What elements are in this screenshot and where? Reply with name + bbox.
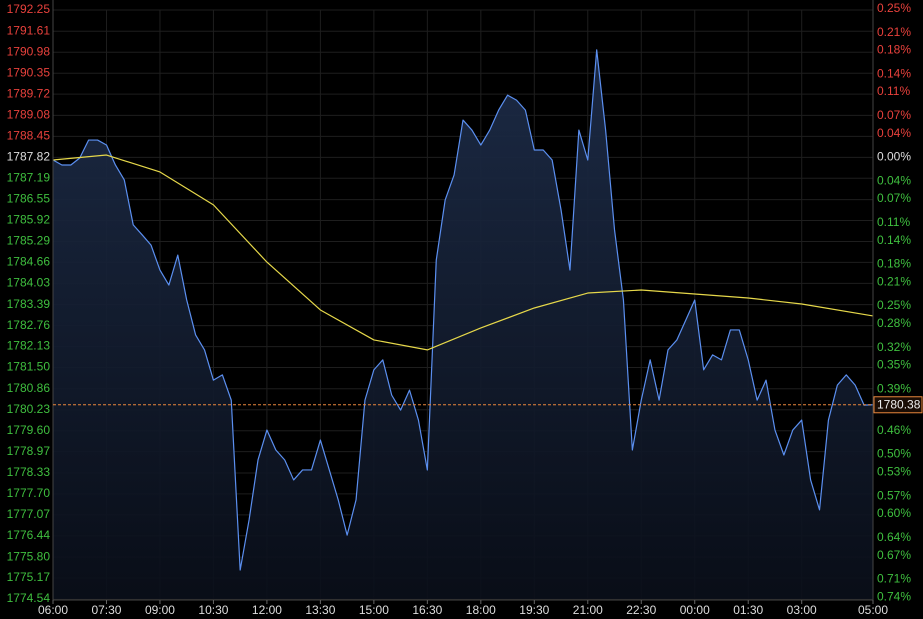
y2-tick-label: 0.14% — [877, 66, 911, 80]
y-tick-label: 1781.50 — [7, 360, 51, 374]
y-tick-label: 1789.72 — [7, 86, 51, 100]
y2-tick-label: 0.21% — [877, 274, 911, 288]
y-tick-label: 1788.45 — [7, 129, 51, 143]
y-tick-label: 1776.44 — [7, 528, 51, 542]
y2-tick-label: 0.39% — [877, 381, 911, 395]
y2-tick-label: 0.07% — [877, 108, 911, 122]
x-tick-label: 13:30 — [305, 603, 335, 617]
x-tick-label: 21:00 — [573, 603, 603, 617]
x-tick-label: 06:00 — [38, 603, 68, 617]
y-tick-label: 1785.29 — [7, 234, 51, 248]
x-tick-label: 18:00 — [466, 603, 496, 617]
y2-tick-label: 0.21% — [877, 25, 911, 39]
y-tick-label: 1784.03 — [7, 276, 51, 290]
x-tick-label: 12:00 — [252, 603, 282, 617]
y-tick-label: 1780.86 — [7, 381, 51, 395]
y2-tick-label: 0.11% — [877, 84, 910, 98]
y2-tick-label: 0.64% — [877, 530, 911, 544]
y2-tick-label: 0.50% — [877, 447, 911, 461]
y-tick-label: 1778.97 — [7, 444, 51, 458]
x-tick-label: 00:00 — [680, 603, 710, 617]
x-tick-label: 15:00 — [359, 603, 389, 617]
y2-tick-label: 0.60% — [877, 506, 911, 520]
y-tick-label: 1787.19 — [7, 170, 51, 184]
y2-tick-label: 0.00% — [877, 150, 911, 164]
y-tick-label: 1780.23 — [7, 402, 51, 416]
y2-tick-label: 0.25% — [877, 1, 911, 15]
y-tick-label: 1790.98 — [7, 44, 51, 58]
x-tick-label: 09:00 — [145, 603, 175, 617]
y-tick-label: 1782.76 — [7, 318, 51, 332]
y-tick-label: 1777.07 — [7, 507, 51, 521]
x-tick-label: 03:00 — [787, 603, 817, 617]
last-price-box — [873, 396, 923, 414]
x-tick-label: 19:30 — [519, 603, 549, 617]
y-tick-label: 1783.39 — [7, 297, 51, 311]
last-price-label: 1780.38 — [877, 397, 921, 411]
x-tick-label: 16:30 — [412, 603, 442, 617]
x-tick-label: 22:30 — [626, 603, 656, 617]
y-tick-label: 1775.80 — [7, 549, 51, 563]
y2-tick-label: 0.35% — [877, 358, 911, 372]
x-tick-label: 01:30 — [733, 603, 763, 617]
y2-tick-label: 0.18% — [877, 43, 911, 57]
x-tick-label: 05:00 — [858, 603, 888, 617]
y-tick-label: 1779.60 — [7, 423, 51, 437]
y2-tick-label: 0.32% — [877, 340, 911, 354]
y-tick-label: 1790.35 — [7, 65, 51, 79]
x-tick-label: 07:30 — [91, 603, 121, 617]
y2-tick-label: 0.53% — [877, 465, 911, 479]
line — [52, 49, 874, 571]
y2-tick-label: 0.11% — [877, 215, 910, 229]
y2-tick-label: 0.67% — [877, 548, 911, 562]
y-tick-label: 1775.17 — [7, 570, 51, 584]
y2-tick-label: 0.18% — [877, 257, 911, 271]
x-tick-label: 10:30 — [198, 603, 228, 617]
y-tick-label: 1774.54 — [7, 591, 51, 605]
y2-tick-label: 0.71% — [877, 572, 911, 586]
y2-tick-label: 0.74% — [877, 589, 911, 603]
y2-tick-label: 0.07% — [877, 191, 911, 205]
y2-tick-label: 0.04% — [877, 173, 911, 187]
y2-tick-label: 0.46% — [877, 423, 911, 437]
line — [52, 154, 874, 351]
y-tick-label: 1789.08 — [7, 108, 51, 122]
y-tick-label: 1787.82 — [7, 150, 51, 164]
y-tick-label: 1784.66 — [7, 255, 51, 269]
y-tick-label: 1782.13 — [7, 339, 51, 353]
y-tick-label: 1785.92 — [7, 213, 51, 227]
y-tick-label: 1778.33 — [7, 465, 51, 479]
y2-tick-label: 0.57% — [877, 488, 911, 502]
y-tick-label: 1786.55 — [7, 192, 51, 206]
y2-tick-label: 0.14% — [877, 233, 911, 247]
y2-tick-label: 0.04% — [877, 126, 911, 140]
y2-tick-label: 0.28% — [877, 316, 911, 330]
y-tick-label: 1792.25 — [7, 2, 51, 16]
y2-tick-label: 0.25% — [877, 298, 911, 312]
y-tick-label: 1791.61 — [7, 23, 51, 37]
y-tick-label: 1777.70 — [7, 486, 51, 500]
